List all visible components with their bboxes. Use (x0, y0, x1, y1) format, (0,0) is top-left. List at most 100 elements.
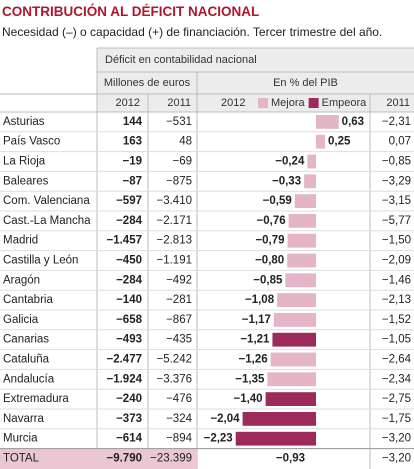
cell: −894 (166, 433, 193, 445)
cell: −9.790 (107, 453, 143, 465)
cell: 48 (179, 136, 192, 148)
cell: −531 (166, 116, 192, 128)
cell: −69 (172, 156, 192, 168)
total-pct: −0,93 (276, 453, 305, 465)
cell: −2,09 (382, 255, 411, 267)
bar-label: −0,79 (255, 235, 284, 247)
cell: −324 (166, 413, 193, 425)
bar-label: −2,04 (210, 413, 240, 425)
bar (267, 372, 316, 387)
cell: −0,85 (382, 156, 411, 168)
cell: −2,75 (382, 393, 411, 405)
bar (294, 194, 316, 208)
bar (304, 174, 316, 189)
region: Andalucía (3, 373, 55, 385)
legend-label: Mejora (271, 97, 306, 109)
bar (242, 412, 316, 426)
legend-swatch (308, 98, 319, 108)
group-header: Déficit en contabilidad nacional (105, 54, 257, 66)
title: CONTRIBUCIÓN AL DÉFICIT NACIONAL (2, 4, 259, 19)
cell: −1.457 (107, 235, 143, 247)
cell: −1,50 (382, 235, 411, 247)
subtitle: Necesidad (–) o capacidad (+) de financi… (2, 25, 382, 39)
cell: −19 (122, 156, 142, 168)
cell: 144 (123, 116, 143, 128)
legend-label: Empeora (322, 97, 368, 109)
cell: −597 (116, 195, 142, 207)
bar (273, 313, 316, 327)
bar (287, 253, 316, 268)
cell: −2.171 (157, 215, 193, 227)
cell: −3,15 (382, 195, 411, 207)
cell: −875 (166, 175, 192, 187)
cell: −1,05 (382, 334, 411, 346)
cell: −23.399 (150, 453, 192, 465)
bar-label: −1,17 (242, 314, 271, 326)
cell: −1,46 (382, 274, 411, 286)
cell: −284 (116, 215, 143, 227)
bar (235, 431, 316, 446)
sub-header: Millones de euros (104, 77, 191, 89)
region: Cast.-La Mancha (3, 215, 91, 227)
cell: −492 (166, 274, 192, 286)
cell: −3,20 (382, 433, 411, 445)
cell: −1.191 (157, 255, 193, 267)
cell: −2.813 (157, 235, 193, 247)
bar-label: −1,08 (245, 294, 275, 306)
bar (272, 332, 316, 347)
region: Castilla y León (3, 255, 78, 267)
region: Asturias (3, 116, 45, 128)
header-bg (97, 48, 414, 112)
cell: −284 (116, 274, 143, 286)
cell: −281 (166, 294, 192, 306)
bar-label: −0,24 (275, 156, 305, 168)
bar (265, 392, 316, 406)
cell: −3,20 (382, 453, 411, 465)
region: TOTAL (3, 453, 40, 465)
region: Galicia (3, 314, 39, 326)
cell: −3.410 (157, 195, 193, 207)
bar (316, 115, 339, 129)
cell: −2,13 (382, 294, 411, 306)
total-bg (0, 448, 197, 469)
region: País Vasco (3, 136, 60, 148)
cell: −867 (166, 314, 192, 326)
legend-swatch (258, 98, 268, 108)
bar-label: 0,25 (328, 136, 351, 148)
region: Com. Valenciana (3, 195, 90, 207)
bar (285, 273, 316, 288)
bar-label: −0,85 (253, 274, 283, 286)
cell: −2,64 (382, 354, 412, 366)
cell: 163 (123, 136, 142, 148)
bar-label: −0,59 (263, 195, 292, 207)
year: 2012 (221, 97, 245, 109)
cell: −658 (116, 314, 143, 326)
region: Extremadura (3, 393, 69, 405)
bar (307, 154, 316, 169)
region: Navarra (3, 413, 45, 425)
region: Canarias (3, 334, 49, 346)
cell: −3,29 (382, 175, 411, 187)
year: 2011 (167, 97, 191, 109)
region: Cantabria (3, 294, 53, 306)
bar (288, 214, 316, 228)
bar-label: −1,26 (239, 354, 268, 366)
region: Cataluña (3, 354, 50, 366)
bar (270, 352, 316, 367)
cell: −1.924 (107, 373, 143, 385)
bar-label: −1,21 (240, 334, 270, 346)
bar-label: −0,80 (255, 255, 284, 267)
cell: −240 (116, 393, 142, 405)
region: La Rioja (3, 156, 46, 168)
bar (316, 134, 325, 149)
bar-label: −1,35 (235, 373, 265, 385)
year: 2011 (386, 97, 410, 109)
cell: −373 (116, 413, 142, 425)
cell: 0,07 (389, 136, 411, 148)
sub-header: En % del PIB (273, 77, 338, 89)
cell: −450 (116, 255, 142, 267)
cell: −476 (166, 393, 192, 405)
region: Madrid (3, 235, 38, 247)
cell: −87 (122, 175, 142, 187)
